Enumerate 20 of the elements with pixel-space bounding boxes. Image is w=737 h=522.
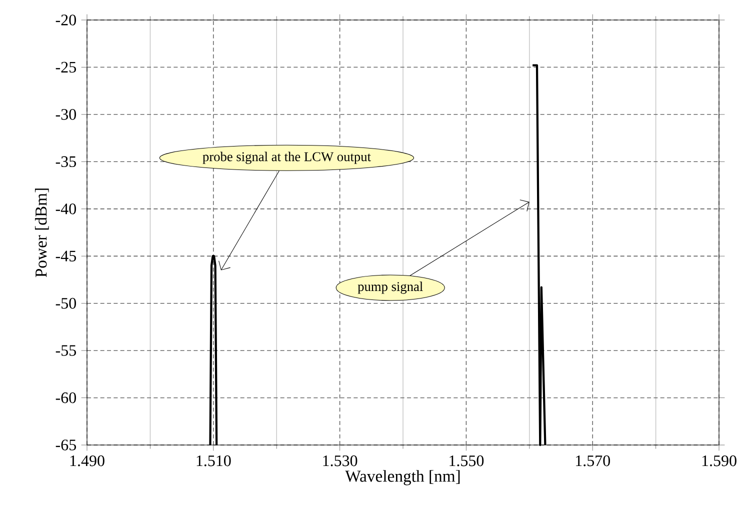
x-tick-label: 1.550 bbox=[450, 455, 484, 466]
x-tick-label: 1.570 bbox=[576, 455, 610, 466]
y-tick-label: -65 bbox=[56, 440, 76, 450]
y-tick-label: -55 bbox=[56, 345, 76, 356]
y-tick-label: -45 bbox=[56, 250, 76, 262]
x-axis-title: Wavelength [nm] bbox=[345, 470, 460, 486]
y-tick-label: -25 bbox=[56, 62, 76, 73]
x-tick-label: 1.490 bbox=[70, 455, 104, 466]
y-tick-label: -60 bbox=[56, 392, 76, 404]
x-tick-label: 1.530 bbox=[323, 455, 358, 466]
y-tick-label: -30 bbox=[56, 109, 76, 120]
y-tick-label: -20 bbox=[56, 14, 76, 26]
y-tick-label: -35 bbox=[56, 156, 76, 168]
y-tick-label: -40 bbox=[56, 203, 76, 214]
y-tick-label: -50 bbox=[56, 298, 76, 309]
y-axis-title: Power [dBm] bbox=[34, 188, 49, 278]
x-tick-label: 1.510 bbox=[196, 455, 231, 466]
annotation: probe signal at the LCW output bbox=[202, 152, 371, 164]
x-tick-label: 1.590 bbox=[702, 455, 736, 466]
annotation: pump signal bbox=[358, 282, 423, 294]
